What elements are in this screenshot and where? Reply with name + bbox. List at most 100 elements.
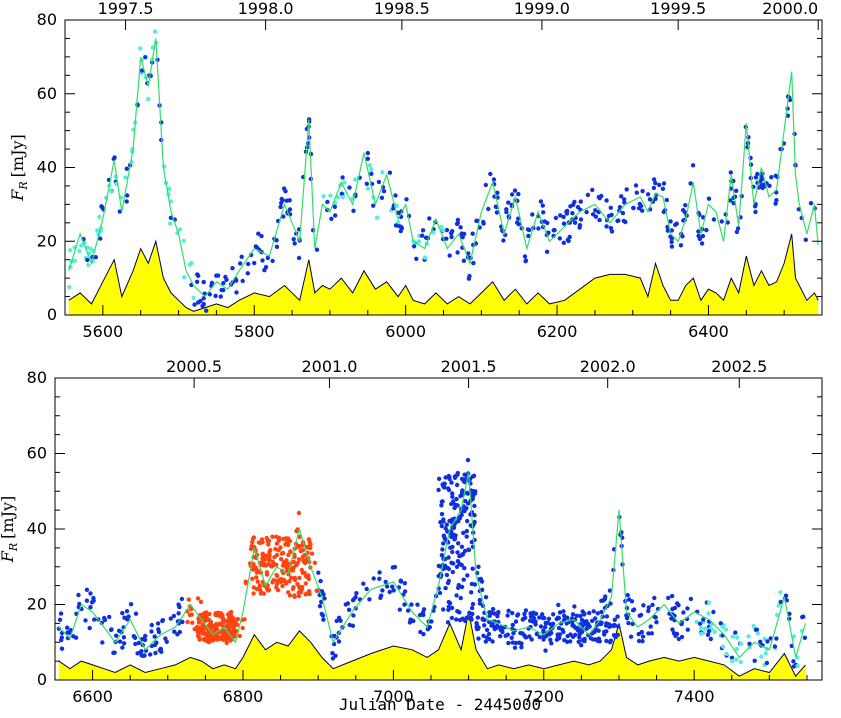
data-point	[153, 650, 158, 656]
data-point	[405, 608, 411, 613]
data-point	[719, 219, 724, 224]
data-point	[604, 614, 610, 619]
data-point	[444, 227, 450, 233]
data-point	[353, 177, 358, 182]
data-point	[648, 624, 653, 629]
x-tick-label: 6400	[688, 322, 729, 341]
data-point	[331, 641, 337, 647]
data-point	[670, 627, 675, 632]
data-point	[264, 572, 270, 577]
data-point	[590, 187, 595, 193]
data-point	[447, 253, 452, 258]
data-point	[459, 476, 465, 482]
data-point	[442, 536, 448, 542]
data-point	[570, 612, 576, 617]
data-point	[711, 217, 717, 222]
data-point	[669, 244, 675, 249]
data-point	[452, 537, 457, 542]
data-point	[578, 199, 583, 204]
data-point	[407, 620, 413, 625]
data-point	[791, 634, 796, 639]
data-point	[281, 536, 286, 542]
data-point	[133, 641, 138, 647]
data-point	[369, 167, 374, 172]
data-point	[332, 633, 337, 639]
data-point	[509, 192, 515, 197]
data-point	[152, 642, 158, 648]
data-point	[229, 613, 234, 619]
data-point	[753, 627, 759, 632]
data-point	[58, 611, 64, 616]
data-point	[734, 657, 739, 662]
data-point	[570, 623, 575, 628]
y-label-unit: [mJy]	[0, 496, 17, 539]
data-point	[177, 604, 182, 610]
data-point	[218, 294, 223, 299]
x-tick-label: 6800	[223, 687, 264, 706]
data-point	[556, 602, 561, 608]
data-point	[439, 511, 445, 517]
data-point	[636, 638, 642, 644]
data-point	[516, 191, 521, 197]
data-point	[506, 608, 511, 613]
data-point	[615, 632, 620, 638]
x-tick-label: 6600	[72, 687, 113, 706]
data-point	[685, 627, 690, 632]
data-point	[292, 241, 297, 246]
top-tick-label: 1998.0	[238, 0, 294, 18]
data-point	[296, 557, 302, 562]
data-point	[629, 599, 635, 604]
data-point	[259, 537, 265, 542]
top-tick-label: 2000.0	[762, 0, 818, 18]
data-point	[578, 613, 583, 619]
data-point	[308, 176, 313, 182]
data-point	[265, 255, 270, 261]
data-point	[271, 561, 276, 566]
data-point	[263, 563, 269, 568]
data-point	[482, 617, 487, 623]
data-point	[441, 541, 446, 546]
data-point	[398, 579, 404, 584]
data-point	[501, 238, 506, 243]
data-point	[483, 595, 489, 600]
data-point	[752, 658, 757, 663]
data-point	[486, 206, 491, 212]
data-point	[300, 554, 305, 560]
data-point	[584, 209, 589, 215]
data-point	[458, 225, 463, 230]
data-point	[512, 188, 518, 193]
data-point	[515, 612, 521, 617]
data-point	[328, 193, 333, 198]
data-point	[451, 499, 456, 504]
data-point	[404, 197, 409, 202]
data-point	[459, 562, 464, 568]
data-point	[254, 575, 259, 580]
data-point	[197, 637, 202, 642]
data-point	[274, 541, 280, 546]
data-point	[306, 573, 311, 578]
data-point	[645, 192, 651, 197]
data-point	[444, 522, 449, 527]
data-point	[415, 602, 420, 607]
data-point	[248, 546, 254, 552]
data-point	[778, 590, 783, 595]
data-point	[459, 584, 465, 590]
data-point	[266, 587, 272, 593]
data-point	[256, 540, 262, 545]
bottom-panel: 0 20 40 60 80 6600 6800 7000 7200 7400 2000.5 2001.…	[0, 357, 823, 706]
data-point	[420, 610, 426, 615]
data-point	[365, 186, 371, 191]
data-point	[636, 206, 642, 211]
data-point	[257, 583, 262, 588]
data-point	[700, 233, 706, 239]
data-point	[541, 210, 546, 215]
data-point	[763, 651, 768, 656]
data-point	[720, 624, 725, 629]
envelope-line	[58, 611, 806, 678]
data-point	[574, 613, 579, 618]
data-point	[490, 639, 495, 644]
data-point	[212, 636, 217, 641]
data-point	[450, 544, 455, 550]
data-point	[72, 258, 77, 264]
data-point	[557, 236, 562, 241]
